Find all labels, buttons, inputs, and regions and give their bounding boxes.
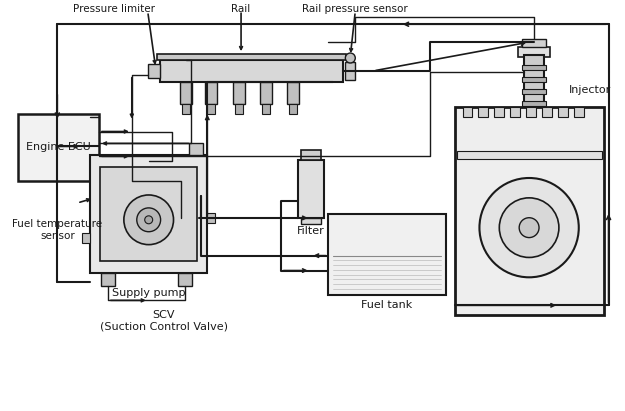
Bar (233, 82, 245, 104)
Bar (289, 104, 297, 113)
Circle shape (137, 208, 161, 232)
Circle shape (124, 195, 174, 245)
Circle shape (519, 218, 539, 238)
Bar (454, 107, 604, 315)
Circle shape (499, 198, 559, 257)
Text: Rail: Rail (231, 5, 251, 14)
Text: Engine ECU: Engine ECU (26, 142, 91, 152)
Text: Rail pressure sensor: Rail pressure sensor (302, 5, 408, 14)
Circle shape (145, 216, 152, 224)
Bar (181, 82, 192, 104)
Bar (462, 107, 472, 117)
Bar (526, 110, 542, 134)
Circle shape (479, 178, 579, 277)
Bar (260, 82, 272, 104)
Bar (90, 155, 208, 272)
Bar (528, 134, 540, 153)
Text: Fuel temperature
sensor: Fuel temperature sensor (12, 219, 103, 240)
Bar (189, 143, 203, 155)
Bar (157, 54, 346, 60)
Bar (208, 104, 215, 113)
Text: Filter: Filter (297, 226, 324, 236)
Bar (287, 82, 299, 104)
Bar (329, 214, 446, 296)
Bar (208, 213, 215, 223)
Bar (558, 107, 568, 117)
Bar (18, 113, 99, 181)
Bar (346, 62, 355, 80)
Bar (542, 107, 552, 117)
Bar (522, 101, 546, 106)
Bar (522, 65, 546, 70)
Bar (518, 47, 550, 57)
Bar (148, 64, 159, 78)
Text: Fuel tank: Fuel tank (361, 300, 413, 310)
Bar (522, 39, 546, 47)
Bar (526, 107, 536, 117)
Bar (524, 55, 544, 110)
Bar (301, 218, 321, 224)
Text: Pressure limiter: Pressure limiter (73, 5, 155, 14)
Bar (101, 272, 115, 286)
Bar (479, 107, 488, 117)
Bar (235, 104, 243, 113)
Text: Injector: Injector (569, 85, 611, 95)
Bar (574, 107, 584, 117)
Bar (494, 107, 504, 117)
Text: Supply pump: Supply pump (112, 289, 186, 298)
Bar (82, 233, 90, 243)
Bar (522, 77, 546, 82)
Bar (522, 89, 546, 94)
Text: SCV
(Suction Control Valve): SCV (Suction Control Valve) (99, 310, 228, 332)
Bar (262, 104, 270, 113)
Bar (298, 160, 324, 218)
Bar (532, 166, 536, 173)
Bar (530, 153, 538, 166)
Circle shape (346, 53, 355, 63)
Bar (457, 151, 602, 159)
Bar (179, 272, 192, 286)
Bar (205, 82, 217, 104)
Bar (510, 107, 520, 117)
Bar (159, 60, 343, 82)
Bar (301, 150, 321, 160)
Bar (100, 167, 198, 261)
Bar (182, 104, 191, 113)
